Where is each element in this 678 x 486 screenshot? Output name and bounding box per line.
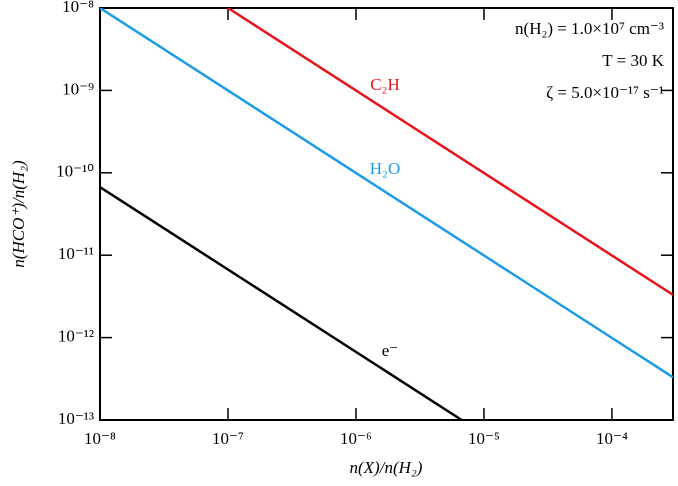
y-tick-label: 10⁻⁸ bbox=[62, 0, 94, 16]
y-axis-label: n(HCO⁺)/n(H₂) bbox=[9, 160, 28, 268]
series-label: H₂O bbox=[370, 159, 400, 178]
series-line bbox=[227, 8, 673, 296]
x-tick-label: 10⁻⁵ bbox=[468, 429, 500, 448]
series-label: e⁻ bbox=[382, 341, 399, 360]
y-tick-label: 10⁻¹³ bbox=[58, 409, 94, 428]
x-tick-label: 10⁻⁶ bbox=[340, 429, 372, 448]
series-line bbox=[100, 186, 463, 420]
y-tick-label: 10⁻¹² bbox=[58, 327, 94, 346]
annotation: ζ = 5.0×10⁻¹⁷ s⁻¹ bbox=[546, 83, 664, 102]
y-tick-label: 10⁻⁹ bbox=[62, 79, 94, 98]
x-tick-label: 10⁻⁷ bbox=[212, 429, 244, 448]
x-axis-label: n(X)/n(H₂) bbox=[350, 458, 423, 477]
series-label: C₂H bbox=[370, 75, 400, 94]
series-line bbox=[100, 8, 673, 379]
x-tick-label: 10⁻⁸ bbox=[84, 429, 116, 448]
x-tick-label: 10⁻⁴ bbox=[596, 429, 628, 448]
y-tick-label: 10⁻¹¹ bbox=[58, 244, 94, 263]
plot-frame bbox=[99, 7, 674, 421]
annotation: T = 30 K bbox=[602, 51, 664, 70]
annotation: n(H₂) = 1.0×10⁷ cm⁻³ bbox=[515, 19, 664, 38]
y-tick-label: 10⁻¹⁰ bbox=[56, 162, 94, 181]
